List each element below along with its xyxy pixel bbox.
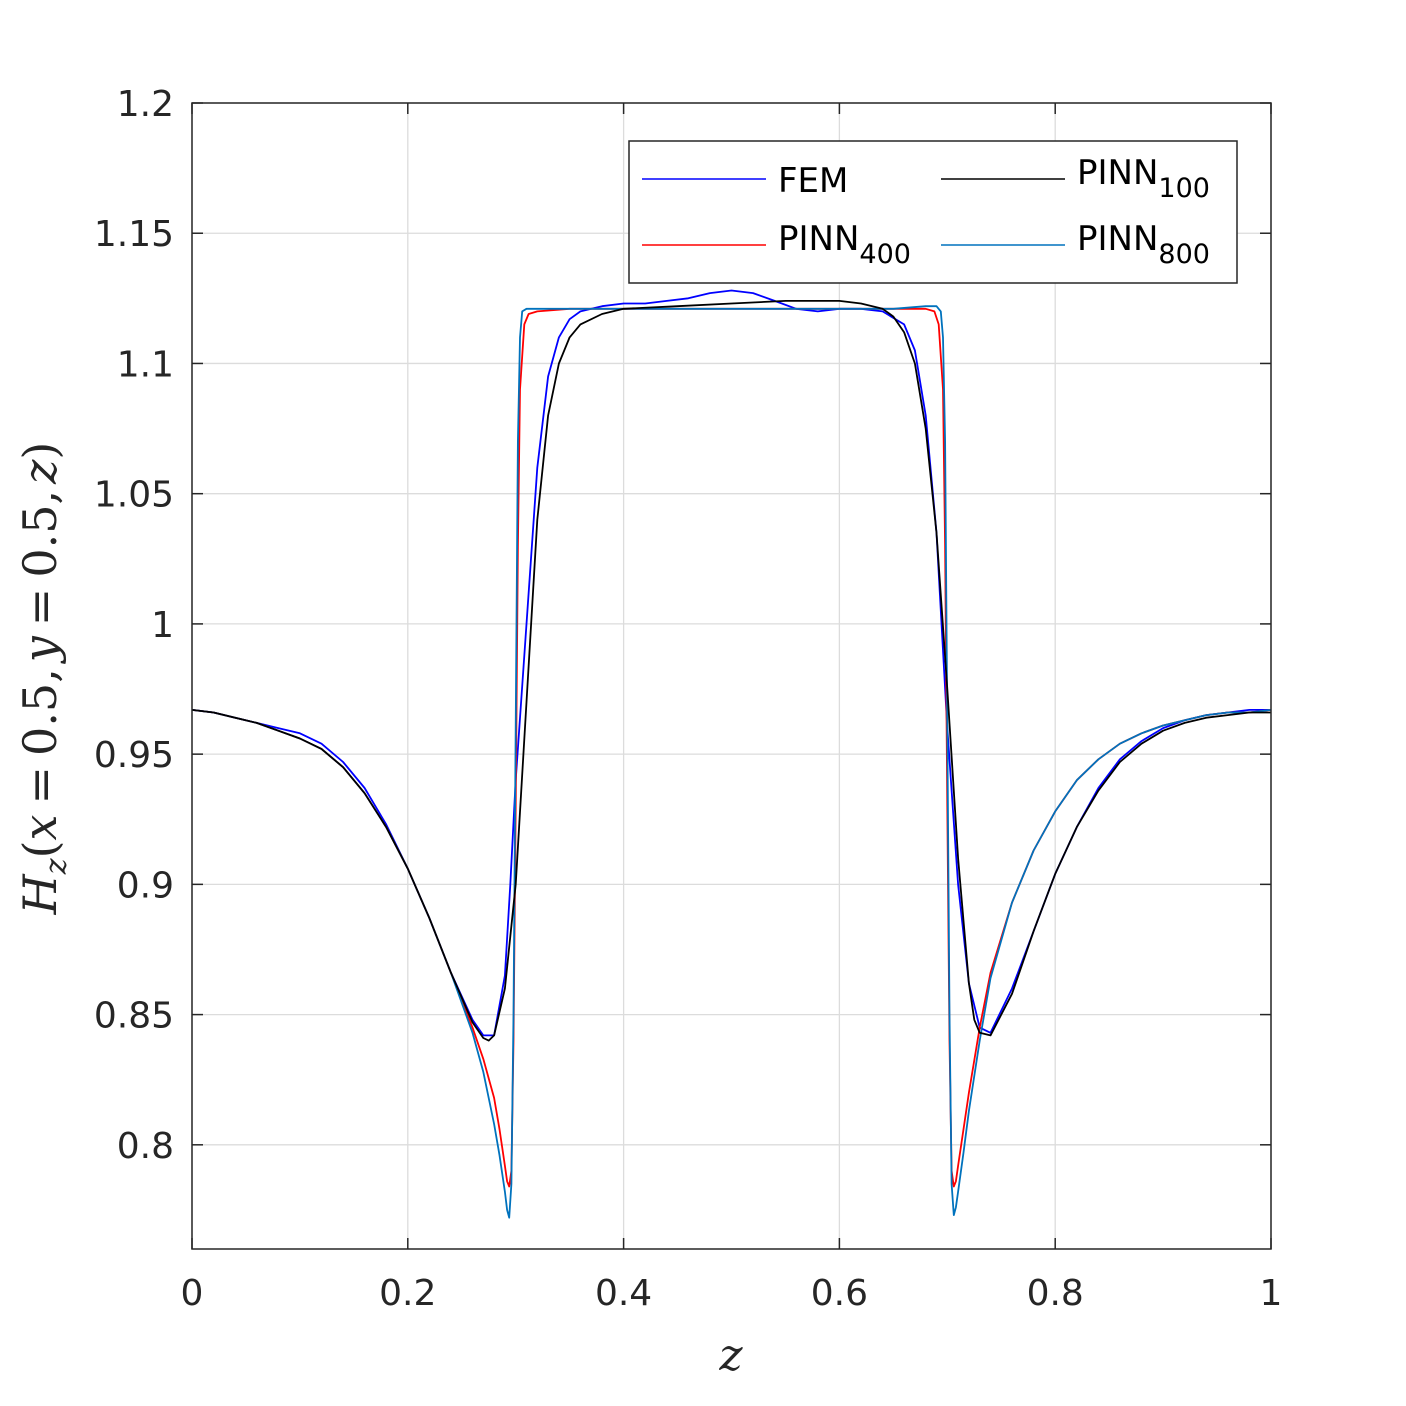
y-label-v1: 0.5	[13, 683, 67, 756]
y-label-sub: z	[39, 858, 74, 875]
y-label-eq1: =	[13, 766, 67, 805]
x-tick-label: 0	[181, 1273, 204, 1314]
x-axis-label: z	[718, 1330, 743, 1381]
legend-label-pinn800: PINN800	[1077, 219, 1210, 270]
legend-label-fem-main: FEM	[778, 161, 848, 201]
legend-label-fem: FEM	[778, 161, 848, 201]
legend-label-pinn800-main: PINN	[1077, 219, 1158, 259]
y-tick-label: 1.05	[94, 475, 174, 516]
plot-frame	[191, 102, 1272, 1250]
legend-label-pinn400: PINN400	[778, 219, 911, 270]
x-tick-label: 1	[1260, 1273, 1283, 1314]
y-label-open: (	[13, 840, 67, 858]
legend-label-pinn800-sub: 800	[1158, 239, 1210, 270]
y-tick-label: 1.15	[94, 214, 174, 255]
legend-label-pinn100: PINN100	[1077, 153, 1210, 204]
y-label-comma1: ,	[13, 668, 67, 683]
y-label-eq2: =	[13, 588, 67, 627]
x-tick-label: 0.6	[811, 1273, 868, 1314]
y-label-v2: 0.5	[13, 504, 67, 577]
y-label-y: y	[13, 635, 67, 664]
y-label-z: z	[13, 459, 67, 485]
legend-label-pinn100-sub: 100	[1158, 173, 1210, 204]
legend-label-pinn100-main: PINN	[1077, 153, 1158, 193]
x-tick-label: 0.2	[379, 1273, 436, 1314]
y-label-x: x	[13, 814, 67, 840]
series-layer	[191, 289, 1272, 1219]
y-label-h: H	[13, 873, 67, 915]
series-line-pinn100	[191, 300, 1271, 1042]
y-tick-label: 1.1	[117, 344, 174, 385]
y-tick-label: 0.9	[117, 865, 174, 906]
plot-area	[192, 103, 1271, 1249]
y-tick-label: 1.2	[117, 84, 174, 125]
legend-label-pinn400-main: PINN	[778, 219, 859, 259]
legend-box	[628, 140, 1238, 284]
y-tick-label: 0.85	[94, 996, 174, 1037]
x-tick-label: 0.8	[1027, 1273, 1084, 1314]
ticks	[191, 102, 1272, 1249]
legend: FEM PINN100 PINN400 PINN800	[628, 140, 1238, 284]
tick-labels: 0 0.2 0.4 0.6 0.8 1 0.8 0.85 0.9 0.95 1 1.05 1.1 1.15…	[94, 84, 1283, 1314]
y-tick-label: 0.8	[117, 1126, 174, 1167]
y-label-close: )	[13, 442, 67, 460]
y-tick-label: 1	[151, 605, 174, 646]
y-label-comma2: ,	[13, 490, 67, 505]
y-tick-label: 0.95	[94, 735, 174, 776]
x-tick-label: 0.4	[595, 1273, 652, 1314]
legend-label-pinn400-sub: 400	[859, 239, 911, 270]
y-axis-label: Hz(x=0.5,y=0.5,z)	[13, 442, 74, 916]
